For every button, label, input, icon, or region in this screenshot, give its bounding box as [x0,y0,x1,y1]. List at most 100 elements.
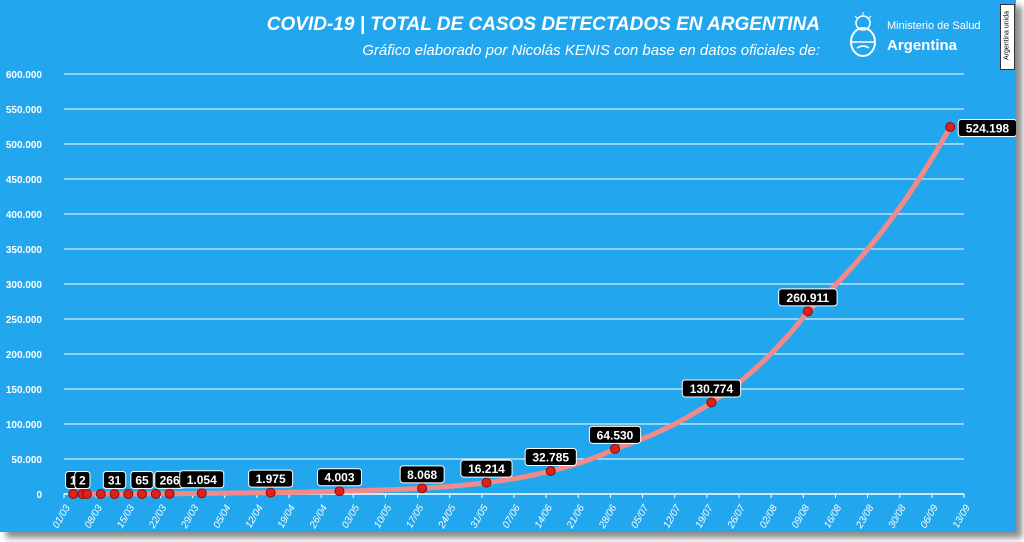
data-point [334,486,345,497]
x-tick-label: 13/09 [951,503,973,531]
data-label: 266 [154,470,185,489]
chart-title: COVID-19 | TOTAL DE CASOS DETECTADOS EN … [266,14,820,35]
data-label-text: 16.214 [468,462,505,476]
y-tick-label: 500.000 [6,140,43,151]
x-tick-label: 30/08 [887,503,909,531]
cases-line [70,124,953,497]
y-axis-ticks: 0 50.000 100.000 150.000 200.000 250.000 300.0… [6,70,43,501]
data-point [196,488,207,499]
x-tick-label: 07/06 [501,503,523,531]
data-point [706,397,717,408]
data-point [164,488,175,499]
data-label-text: 32.785 [532,451,569,465]
data-label-text: 1 [70,473,77,487]
data-label: 64.530 [588,425,642,444]
data-label-box [74,470,91,489]
x-tick-label: 12/04 [244,503,266,531]
x-tick-label: 05/07 [629,503,651,531]
data-point [945,122,956,133]
y-tick-label: 550.000 [6,105,43,116]
x-tick-label: 26/07 [725,503,748,531]
data-label-text: 260.911 [787,291,830,305]
x-tick-label: 08/03 [83,503,105,531]
gridlines [64,73,964,495]
data-point [481,477,492,488]
x-tick-label: 28/06 [597,503,620,531]
logo-line2: Argentina [887,37,958,54]
x-tick-label: 21/06 [565,503,588,531]
data-label-box [399,465,445,484]
data-label: 260.911 [778,288,838,307]
data-labels: 1 2 31 65 266 1.054 1.975 4.003 8.068 16.214 32.78… [65,119,1016,489]
data-label: 31 [102,470,127,489]
y-tick-label: 100.000 [6,420,43,431]
data-label: 130.774 [681,379,742,398]
y-tick-label: 300.000 [6,280,43,291]
x-tick-label: 14/06 [533,503,555,531]
data-label-text: 1.054 [187,473,217,487]
data-label-text: 130.774 [690,382,734,396]
data-point [95,488,106,499]
data-label: 524.198 [957,119,1016,138]
data-point [610,443,621,454]
data-point [545,466,556,477]
logo-line1: Ministerio de Salud [887,20,981,32]
data-label-box [524,448,577,467]
data-label-box [588,425,642,444]
x-tick-label: 29/03 [179,503,202,531]
chart-subtitle: Gráfico elaborado por Nicolás KENIS con … [362,42,820,59]
chart-canvas: 0 50.000 100.000 150.000 200.000 250.000 300.0… [6,70,1016,531]
data-label: 16.214 [460,459,513,478]
data-label-text: 64.530 [597,428,634,442]
y-tick-label: 200.000 [6,350,43,361]
data-label-box [957,119,1016,138]
data-label: 1.975 [248,469,294,488]
data-label: 4.003 [317,468,363,487]
y-tick-label: 400.000 [6,210,43,221]
data-point [109,488,120,499]
data-markers [68,122,956,499]
data-label-text: 524.198 [966,122,1010,136]
x-tick-label: 23/08 [854,503,877,531]
data-label-text: 65 [135,473,149,487]
x-tick-label: 31/05 [469,503,491,531]
data-label: 65 [130,470,154,489]
data-point [265,487,276,498]
x-tick-label: 19/07 [694,503,716,531]
data-label-box [102,470,127,489]
x-tick-label: 26/04 [307,503,330,531]
data-point [150,488,161,499]
y-tick-label: 350.000 [6,245,43,256]
data-label-box [130,470,154,489]
x-tick-label: 05/04 [212,503,234,531]
x-tick-label: 17/05 [404,503,426,531]
data-label-text: 266 [160,473,180,487]
x-axis-ticks: 01/03 08/03 15/03 22/03 29/03 05/04 12/04 19/04… [51,494,973,531]
y-tick-label: 50.000 [11,455,42,466]
x-tick-label: 06/09 [919,503,941,531]
data-label-text: 31 [108,473,122,487]
y-tick-label: 250.000 [6,315,43,326]
data-point [417,483,428,494]
coat-of-arms-icon [850,12,876,57]
data-label-box [460,459,513,478]
chart-frame: 0 50.000 100.000 150.000 200.000 250.000 300.0… [0,0,1016,532]
x-tick-label: 12/07 [662,503,684,531]
series-line [70,124,953,497]
data-point [81,488,92,499]
x-tick-label: 22/03 [147,503,170,531]
data-label-text: 1.975 [256,472,286,486]
data-point [68,488,79,499]
x-tick-label: 16/08 [822,503,844,531]
y-tick-label: 450.000 [6,175,43,186]
x-tick-label: 10/05 [372,503,394,531]
data-label: 2 [74,470,91,489]
data-label-box [778,288,838,307]
ministerio-logo: Ministerio de Salud Argentina [843,10,981,60]
x-tick-label: 03/05 [340,503,362,531]
data-label: 8.068 [399,465,445,484]
data-label: 1.054 [179,470,225,489]
x-tick-label: 01/03 [51,503,73,531]
y-tick-label: 0 [36,490,42,501]
y-tick-label: 150.000 [6,385,43,396]
